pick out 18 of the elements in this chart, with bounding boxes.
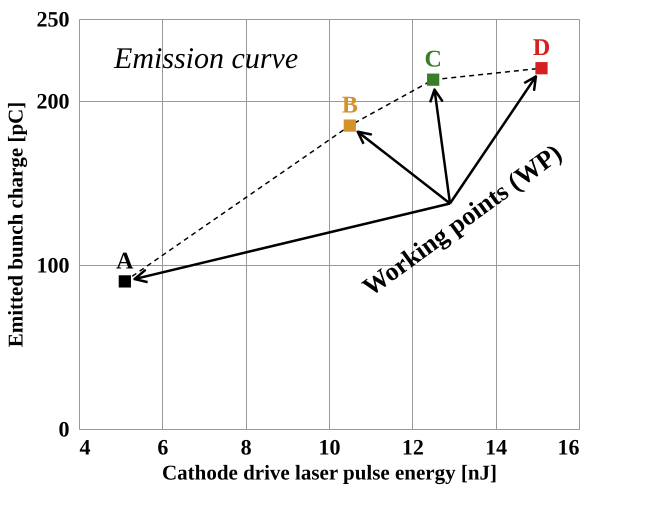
- y-tick-label: 200: [36, 88, 70, 114]
- x-tick-label: 10: [318, 434, 340, 460]
- series-label: C: [424, 46, 442, 73]
- x-tick-label: 12: [402, 434, 424, 460]
- x-axis-title: Cathode drive laser pulse energy [nJ]: [162, 460, 498, 484]
- y-tick-label: 250: [36, 6, 70, 32]
- x-tick-label: 8: [240, 434, 252, 460]
- x-tick-label: 14: [485, 434, 508, 460]
- x-tick-label: 6: [157, 434, 168, 460]
- y-axis-title: Emitted bunch charge [pC]: [4, 102, 28, 348]
- x-tick-label: 16: [558, 434, 580, 460]
- x-tick-label: 4: [80, 434, 90, 460]
- series-label: A: [116, 248, 134, 274]
- annotation: Emission curve: [113, 42, 298, 75]
- series-label: B: [342, 92, 358, 119]
- y-tick-label: 100: [36, 252, 70, 278]
- y-tick-label: 0: [58, 416, 70, 442]
- series-label: D: [532, 35, 550, 62]
